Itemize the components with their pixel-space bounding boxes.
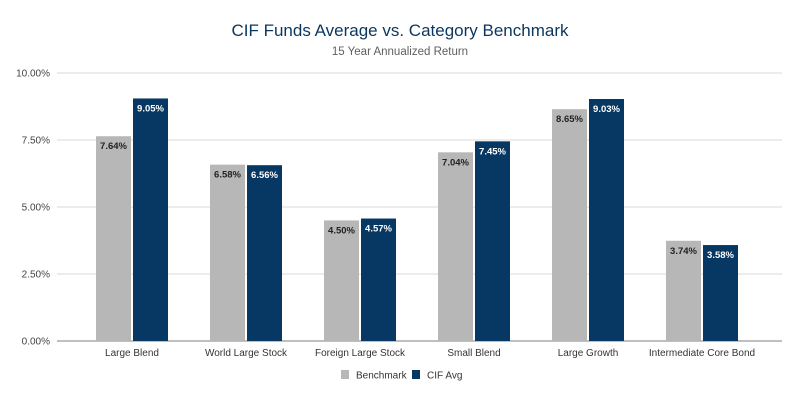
- x-tick-label: Large Blend: [105, 348, 159, 359]
- data-label: 9.05%: [137, 103, 164, 114]
- x-tick-label: Small Blend: [447, 348, 500, 359]
- y-tick-label: 10.00%: [16, 69, 50, 80]
- y-tick-label: 0.00%: [22, 337, 50, 348]
- data-label: 4.57%: [365, 224, 392, 235]
- chart-title: CIF Funds Average vs. Category Benchmark: [231, 21, 569, 40]
- legend-label: Benchmark: [356, 371, 408, 382]
- bar-benchmark: [666, 240, 701, 341]
- chart-subtitle: 15 Year Annualized Return: [332, 46, 468, 58]
- y-tick-label: 2.50%: [22, 270, 50, 281]
- data-label: 3.58%: [707, 250, 734, 261]
- bar-cif-avg: [361, 218, 396, 341]
- data-label: 3.74%: [670, 246, 697, 257]
- data-label: 7.64%: [100, 141, 127, 152]
- data-label: 4.50%: [328, 225, 355, 236]
- bar-benchmark: [210, 164, 245, 341]
- bar-cif-avg: [247, 165, 282, 341]
- x-tick-label: Intermediate Core Bond: [649, 348, 755, 359]
- x-tick-label: Large Growth: [558, 348, 619, 359]
- y-tick-label: 5.00%: [22, 203, 50, 214]
- bar-cif-avg: [589, 98, 624, 341]
- data-label: 9.03%: [593, 104, 620, 115]
- data-label: 6.58%: [214, 170, 241, 181]
- data-label: 7.04%: [442, 157, 469, 168]
- legend-swatch: [412, 370, 420, 379]
- x-tick-label: World Large Stock: [205, 348, 288, 359]
- bar-cif-avg: [475, 141, 510, 341]
- bar-benchmark: [324, 220, 359, 341]
- data-label: 7.45%: [479, 146, 506, 157]
- bar-cif-avg: [703, 245, 738, 341]
- bar-benchmark: [96, 136, 131, 341]
- bar-benchmark: [438, 152, 473, 341]
- data-label: 6.56%: [251, 170, 278, 181]
- legend-swatch: [341, 370, 349, 379]
- bar-benchmark: [552, 109, 587, 342]
- legend-label: CIF Avg: [427, 371, 462, 382]
- bar-cif-avg: [133, 98, 168, 342]
- data-label: 8.65%: [556, 114, 583, 125]
- y-tick-label: 7.50%: [22, 136, 50, 147]
- x-tick-label: Foreign Large Stock: [315, 348, 406, 359]
